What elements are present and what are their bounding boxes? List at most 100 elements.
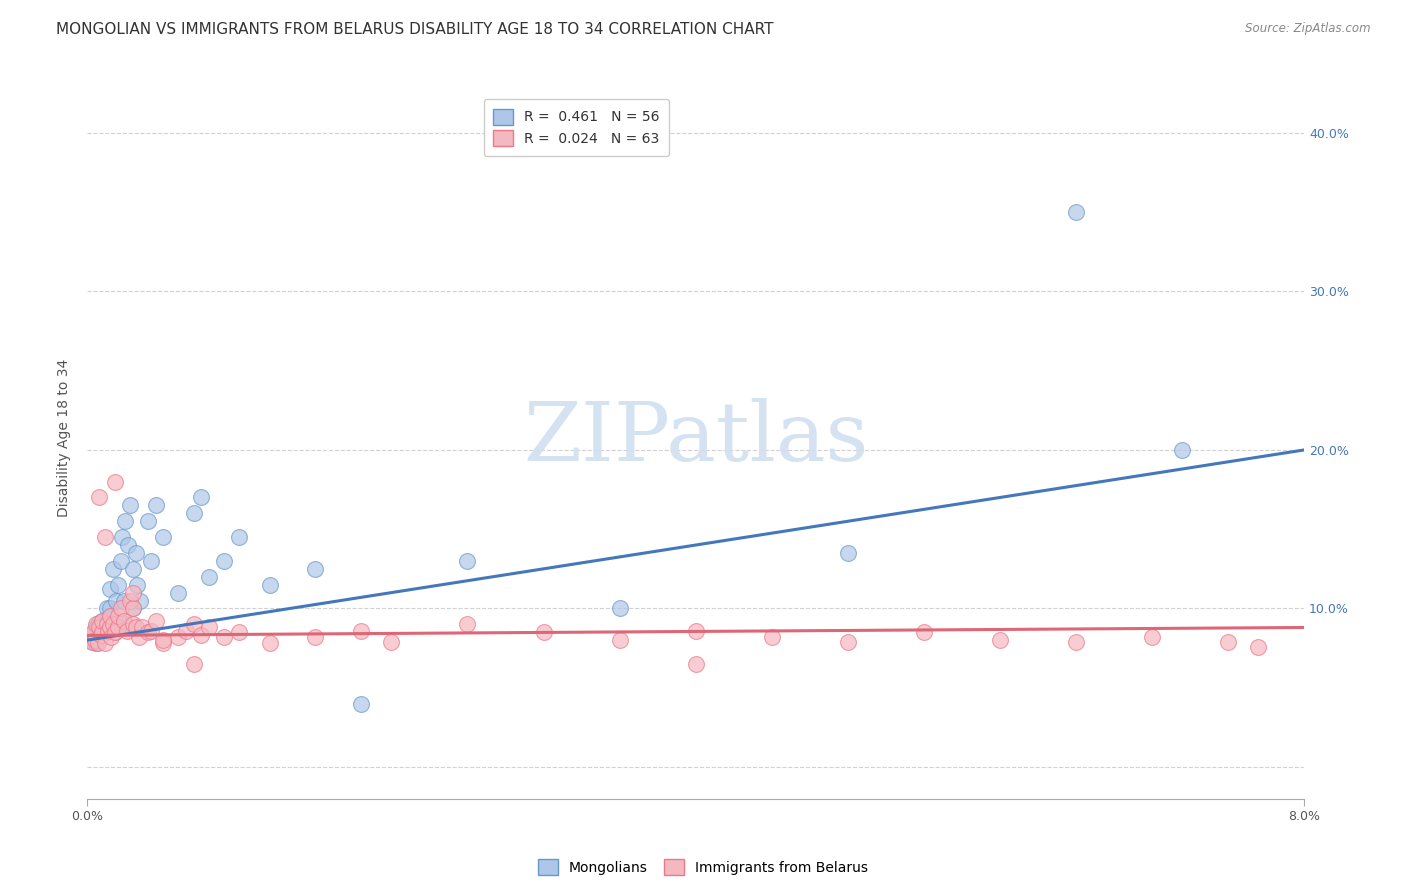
Point [84,617,107,632]
Point [131,620,153,634]
Point [259,636,281,650]
Point [350,697,373,711]
Point [456,554,478,568]
Point [96,601,118,615]
Point [98,601,121,615]
Point [456,617,478,632]
Point [183,507,205,521]
Point [100,630,122,644]
Point [80,630,103,644]
Point [212,554,235,568]
Point [101,617,124,632]
Point [685,657,707,671]
Point [1064,205,1087,219]
Point [350,624,373,638]
Point [761,630,783,644]
Point [145,499,167,513]
Point [988,633,1011,648]
Point [98,582,121,597]
Point [533,625,555,640]
Point [101,562,124,576]
Point [87,617,110,632]
Point [91,614,114,628]
Point [912,625,935,640]
Point [1247,640,1270,654]
Point [101,617,124,632]
Point [97,624,120,638]
Point [167,585,190,599]
Point [114,514,136,528]
Point [105,593,128,607]
Point [212,630,235,644]
Point [90,628,112,642]
Point [112,614,135,628]
Point [125,620,148,634]
Point [304,562,326,576]
Point [183,617,205,632]
Point [118,499,141,513]
Point [183,657,205,671]
Point [110,554,132,568]
Point [304,630,326,644]
Point [609,633,631,648]
Point [118,593,141,607]
Point [1140,630,1163,644]
Point [112,593,135,607]
Point [139,554,162,568]
Point [125,546,148,560]
Point [128,630,150,644]
Point [94,636,117,650]
Point [79,628,101,642]
Point [89,615,111,630]
Point [685,624,707,638]
Point [97,611,120,625]
Point [79,633,101,648]
Point [198,570,221,584]
Point [174,624,197,638]
Point [121,585,143,599]
Legend: R =  0.461   N = 56, R =  0.024   N = 63: R = 0.461 N = 56, R = 0.024 N = 63 [484,99,669,156]
Point [91,614,114,628]
Point [107,577,129,591]
Legend: Mongolians, Immigrants from Belarus: Mongolians, Immigrants from Belarus [533,854,873,880]
Point [107,620,129,634]
Point [136,625,159,640]
Point [94,625,117,640]
Point [89,620,111,634]
Point [152,633,174,648]
Point [121,562,143,576]
Point [609,601,631,615]
Text: MONGOLIAN VS IMMIGRANTS FROM BELARUS DISABILITY AGE 18 TO 34 CORRELATION CHART: MONGOLIAN VS IMMIGRANTS FROM BELARUS DIS… [56,22,773,37]
Point [114,617,136,632]
Point [107,609,129,624]
Point [380,634,402,648]
Point [139,624,162,638]
Point [90,622,112,636]
Point [83,625,105,640]
Point [259,577,281,591]
Point [115,624,138,638]
Point [190,491,212,505]
Point [107,620,129,634]
Point [121,617,143,632]
Point [91,628,114,642]
Point [96,620,118,634]
Point [198,620,221,634]
Point [96,617,118,632]
Point [100,609,122,624]
Point [84,636,107,650]
Point [103,625,125,640]
Point [89,491,111,505]
Point [121,601,143,615]
Point [83,633,105,648]
Point [837,634,859,648]
Point [117,538,139,552]
Point [80,634,103,648]
Point [91,625,114,640]
Point [129,593,152,607]
Point [103,625,125,640]
Point [82,634,104,648]
Point [1064,634,1087,648]
Point [190,628,212,642]
Point [110,601,132,615]
